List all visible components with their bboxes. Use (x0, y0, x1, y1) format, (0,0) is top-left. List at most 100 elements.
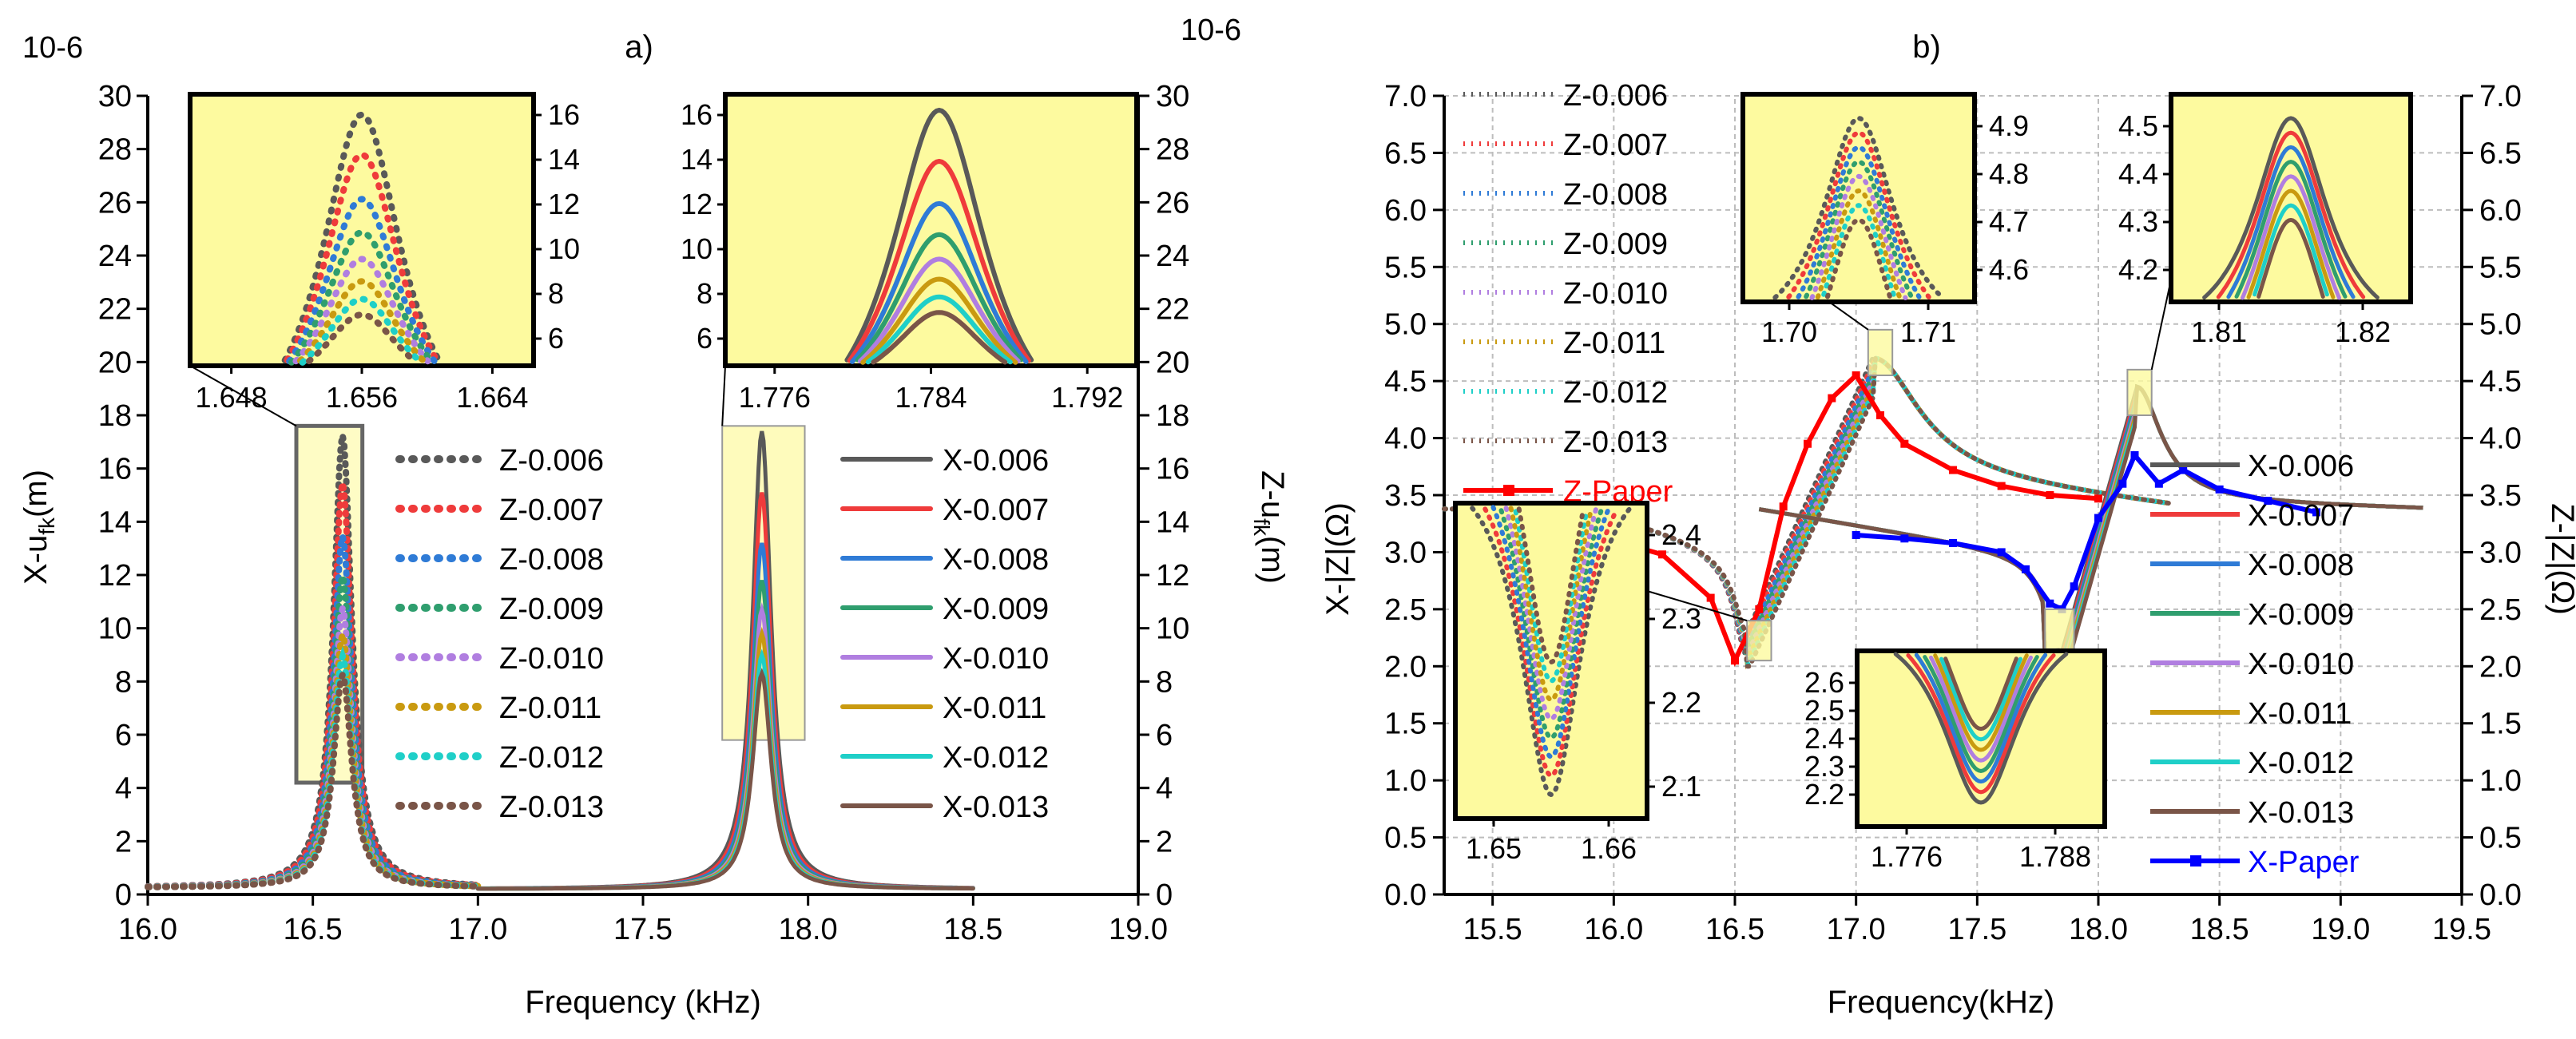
panel-a-y-tick-label-right: 8 (1156, 665, 1173, 699)
panel-b-legend-label-X-Paper: X-Paper (2248, 846, 2360, 879)
panel-b-y-tick-label-right: 2.5 (2479, 593, 2522, 627)
panel-b-series-marker-X-Paper (2094, 514, 2102, 522)
panel-b-series-marker-X-Paper (2130, 451, 2139, 459)
panel-b-inset-curve-X-0.010 (2241, 174, 2341, 300)
panel-b-x-tick-label: 18.0 (2069, 913, 2128, 946)
panel-a-y-tick-label-right: 4 (1156, 772, 1173, 806)
panel-a-inset-y-tick-label: 6 (697, 322, 712, 355)
panel-a-inset-x-tick-label: 1.656 (326, 381, 398, 414)
panel-a-x-tick-label: 18.5 (943, 913, 1002, 946)
panel-b-series-line-X-0.013 (1758, 383, 2423, 657)
panel-b-inset-curve-Z-0.011 (1508, 506, 1594, 703)
panel-a-y-tick-label-left: 20 (98, 346, 132, 379)
panel-b-inset-curve-X-0.008 (1914, 652, 2048, 784)
panel-b-y-tick-label-right: 7.0 (2479, 80, 2522, 113)
panel-a-inset-y-tick-label: 16 (681, 98, 712, 131)
panel-b-series-marker-Z-Paper (1755, 605, 1764, 613)
panel-b-inset-curve-X-0.012 (1939, 656, 2022, 742)
panel-b-series-marker-Z-Paper (1900, 439, 1909, 448)
panel-a-legend-label-X-0.011: X-0.011 (943, 692, 1046, 725)
panel-b-y-tick-label-left: 7.0 (1384, 80, 1427, 113)
panel-b-x-tick-label: 17.5 (1947, 913, 2006, 946)
panel-a-inset-curve-X-0.011 (860, 276, 1018, 365)
panel-b-inset-y-tick-label: 4.2 (2118, 253, 2158, 286)
panel-b-series-marker-Z-Paper (2094, 494, 2102, 503)
panel-b-inset-x-tick-label: 1.65 (1466, 832, 1522, 865)
panel-b-y-tick-label-right: 2.0 (2479, 650, 2522, 684)
panel-a-x-tick-label: 17.0 (448, 913, 507, 946)
panel-a-legend-label-Z-0.013: Z-0.013 (499, 791, 604, 824)
panel-b-series-marker-X-Paper (1900, 534, 1909, 543)
panel-a-legend-label-X-0.009: X-0.009 (943, 593, 1049, 626)
panel-b-inset-y-tick-label: 4.3 (2118, 205, 2158, 238)
panel-b-series-marker-X-Paper (2179, 466, 2188, 474)
panel-b-inset-y-tick-label: 4.5 (2118, 109, 2158, 142)
panel-a-inset-x-tick-label: 1.648 (196, 381, 268, 414)
panel-a-inset-curve-Z-0.009 (288, 228, 436, 366)
panel-b-series-marker-X-Paper (2070, 582, 2078, 591)
panel-b-inset: 1.81 1.82 4.2 4.3 4.4 4.5 (2118, 92, 2413, 371)
panel-b-inset-curve-X-0.009 (1923, 655, 2039, 773)
panel-b-series-marker-X-Paper (2264, 497, 2272, 506)
panel-a-legend-label-Z-0.010: Z-0.010 (499, 642, 604, 676)
panel-a-inset-curve-X-0.013 (871, 310, 1008, 365)
panel-a-x-tick-label: 19.0 (1109, 913, 1168, 946)
panel-a-legend-label-Z-0.009: Z-0.009 (499, 593, 604, 626)
panel-a-inset-curve-Z-0.013 (306, 311, 418, 365)
panel-b-inset-connector (2150, 279, 2172, 371)
panel-a-y-tick-label-left: 6 (115, 719, 132, 752)
panel-b-inset-curve-Z-0.012 (1513, 509, 1590, 684)
panel-a-inset-curve-X-0.008 (850, 200, 1029, 364)
panel-a-x-tick-label: 18.0 (779, 913, 838, 946)
panel-a-inset-curve-Z-0.010 (292, 256, 431, 365)
panel-a-inset-curve-X-0.007 (847, 158, 1031, 363)
panel-b-inset-connector (1646, 590, 1748, 622)
panel-b-zoom-box (2044, 608, 2075, 650)
panel-b-y-tick-label-right: 5.0 (2479, 308, 2522, 342)
panel-a-series-line-Z-0.013 (145, 665, 482, 890)
panel-b-legend-label-X-0.012: X-0.012 (2248, 747, 2354, 780)
panel-b-legend-label-X-0.009: X-0.009 (2248, 598, 2354, 632)
panel-a-y-tick-label-left: 26 (98, 186, 132, 220)
panel-b-y-tick-label-right: 0.5 (2479, 822, 2522, 855)
panel-b-x-tick-label: 17.0 (1827, 913, 1886, 946)
panel-a-inset-y-tick-label: 14 (681, 143, 712, 176)
panel-b-inset-x-tick-label: 1.788 (2019, 840, 2091, 873)
panel-b-inset-frame (1740, 92, 1977, 304)
panel-a-y-tick-label-right: 20 (1156, 346, 1189, 379)
panel-b-inset-curve-X-0.012 (2253, 203, 2329, 297)
panel-b-legend-label-X-0.006: X-0.006 (2248, 450, 2354, 483)
panel-b-legend-label-X-0.008: X-0.008 (2248, 549, 2354, 582)
panel-a-y-tick-label-right: 12 (1156, 559, 1189, 593)
panel-b-y-axis-title-right: Z-|Z|(Ω) (2545, 503, 2576, 615)
panel-a-y-tick-label-right: 18 (1156, 399, 1189, 433)
panel-a-y-tick-label-right: 28 (1156, 133, 1189, 167)
panel-a-y-tick-label-right: 26 (1156, 186, 1189, 220)
panel-a-inset-x-tick-label: 1.792 (1051, 381, 1123, 414)
panel-b-y-tick-label-left: 0.0 (1384, 878, 1427, 912)
panel-a-label: a) (625, 30, 653, 65)
panel-b-inset-x-tick-label: 1.66 (1581, 832, 1637, 865)
panel-b-x-tick-label: 16.5 (1705, 913, 1764, 946)
panel-b-y-tick-label-right: 1.5 (2479, 708, 2522, 741)
panel-a-y-tick-label-right: 0 (1156, 878, 1173, 912)
panel-a-legend-label-X-0.010: X-0.010 (943, 642, 1049, 676)
panel-b-legend-label-Z-0.009: Z-0.009 (1563, 228, 1668, 261)
panel-a-inset-y-tick-label: 12 (681, 188, 712, 220)
panel-b-series-marker-Z-Paper (1828, 394, 1836, 403)
panel-a-y-tick-label-right: 24 (1156, 240, 1189, 273)
panel-a-inset-connector (721, 365, 726, 426)
panel-b-inset-y-tick-label: 4.7 (1989, 205, 2029, 238)
panel-b-y-tick-label-left: 0.5 (1384, 822, 1427, 855)
panel-a-inset-curve-Z-0.006 (281, 111, 443, 364)
plot-layer: 16.0 16.5 17.0 17.5 18.0 18.5 19.00 02 24 46 68 810… (98, 79, 2522, 946)
panel-b-inset-curve-Z-0.006 (1470, 506, 1633, 798)
panel-b-legend-label-X-0.010: X-0.010 (2248, 648, 2354, 681)
panel-b-y-tick-label-left: 3.5 (1384, 479, 1427, 513)
panel-b-legend-label-Z-0.012: Z-0.012 (1563, 376, 1668, 410)
panel-a-y-tick-label-left: 4 (115, 772, 132, 806)
panel-a-y-tick-label-left: 18 (98, 399, 132, 433)
panel-a-series-line-X-0.013 (475, 668, 975, 891)
panel-a-inset-curve-X-0.009 (855, 232, 1023, 363)
